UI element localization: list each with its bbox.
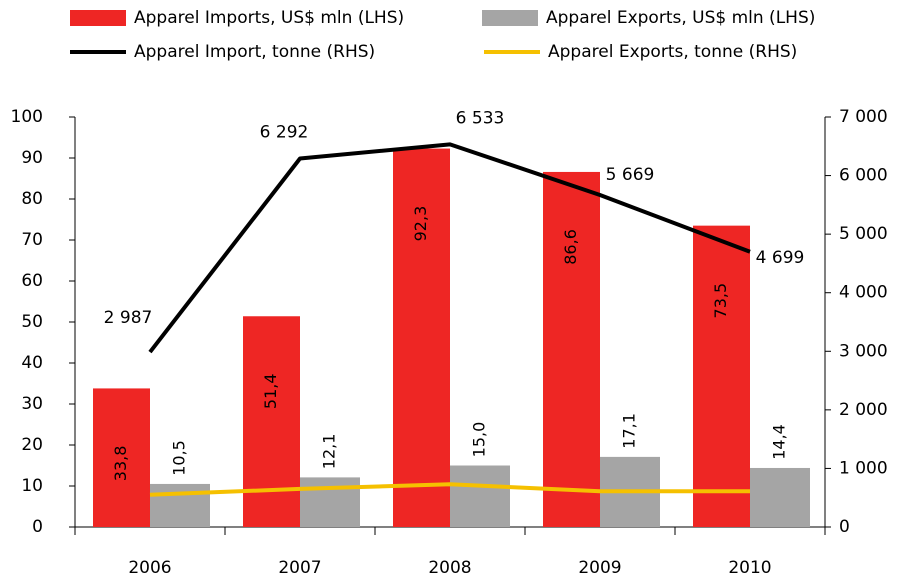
x-tick-label: 2007 <box>278 558 321 578</box>
y-tick-label: 50 <box>21 312 43 332</box>
y2-tick-label: 7 000 <box>839 107 888 127</box>
bar <box>300 477 360 527</box>
bar-value-label: 14,4 <box>770 424 789 460</box>
y2-tick-label: 2 000 <box>839 400 888 420</box>
x-tick-label: 2008 <box>428 558 471 578</box>
bar <box>93 388 150 527</box>
y-tick-label: 100 <box>11 107 43 127</box>
line <box>148 142 751 354</box>
y2-tick-label: 5 000 <box>839 224 888 244</box>
y-tick-label: 90 <box>21 148 43 168</box>
y2-tick-label: 6 000 <box>839 166 888 186</box>
y-tick-label: 10 <box>21 476 43 496</box>
bar-value-label: 92,3 <box>411 206 430 242</box>
bar <box>693 225 750 527</box>
bar <box>243 316 300 527</box>
y-tick-label: 20 <box>21 435 43 455</box>
x-tick-label: 2010 <box>728 558 771 578</box>
y-tick-label: 30 <box>21 394 43 414</box>
bar <box>543 171 600 527</box>
bar-value-label: 33,8 <box>111 446 130 482</box>
y2-tick-label: 0 <box>839 517 850 537</box>
bar-value-label: 10,5 <box>170 440 189 476</box>
line-value-label: 6 533 <box>456 108 505 128</box>
y-tick-label: 60 <box>21 271 43 291</box>
legend-swatch <box>70 10 126 26</box>
legend-swatch <box>482 10 538 26</box>
line-value-label: 4 699 <box>756 248 805 268</box>
legend-label: Apparel Exports, US$ mln (LHS) <box>546 8 815 28</box>
line <box>149 482 750 497</box>
bar-value-label: 15,0 <box>470 422 489 458</box>
x-tick-label: 2006 <box>128 558 171 578</box>
bar-value-label: 12,1 <box>320 434 339 470</box>
bar <box>750 467 810 527</box>
y-tick-label: 80 <box>21 189 43 209</box>
y2-tick-label: 3 000 <box>839 341 888 361</box>
y2-tick-label: 1 000 <box>839 458 888 478</box>
y-tick-label: 40 <box>21 353 43 373</box>
bar-value-label: 73,5 <box>711 283 730 319</box>
line-value-label: 2 987 <box>104 308 153 328</box>
bar <box>150 483 210 527</box>
bar-value-label: 17,1 <box>620 413 639 449</box>
legend-label: Apparel Exports, tonne (RHS) <box>548 42 797 62</box>
x-tick-label: 2009 <box>578 558 621 578</box>
y-tick-label: 70 <box>21 230 43 250</box>
line-value-label: 6 292 <box>260 122 309 142</box>
y-tick-label: 0 <box>32 517 43 537</box>
bar <box>393 148 450 527</box>
y2-tick-label: 4 000 <box>839 283 888 303</box>
bar <box>450 465 510 527</box>
legend-label: Apparel Imports, US$ mln (LHS) <box>134 8 404 28</box>
legend-label: Apparel Import, tonne (RHS) <box>134 42 375 62</box>
line-value-label: 5 669 <box>606 165 655 185</box>
bar-value-label: 51,4 <box>261 373 280 409</box>
bar-value-label: 86,6 <box>561 229 580 265</box>
